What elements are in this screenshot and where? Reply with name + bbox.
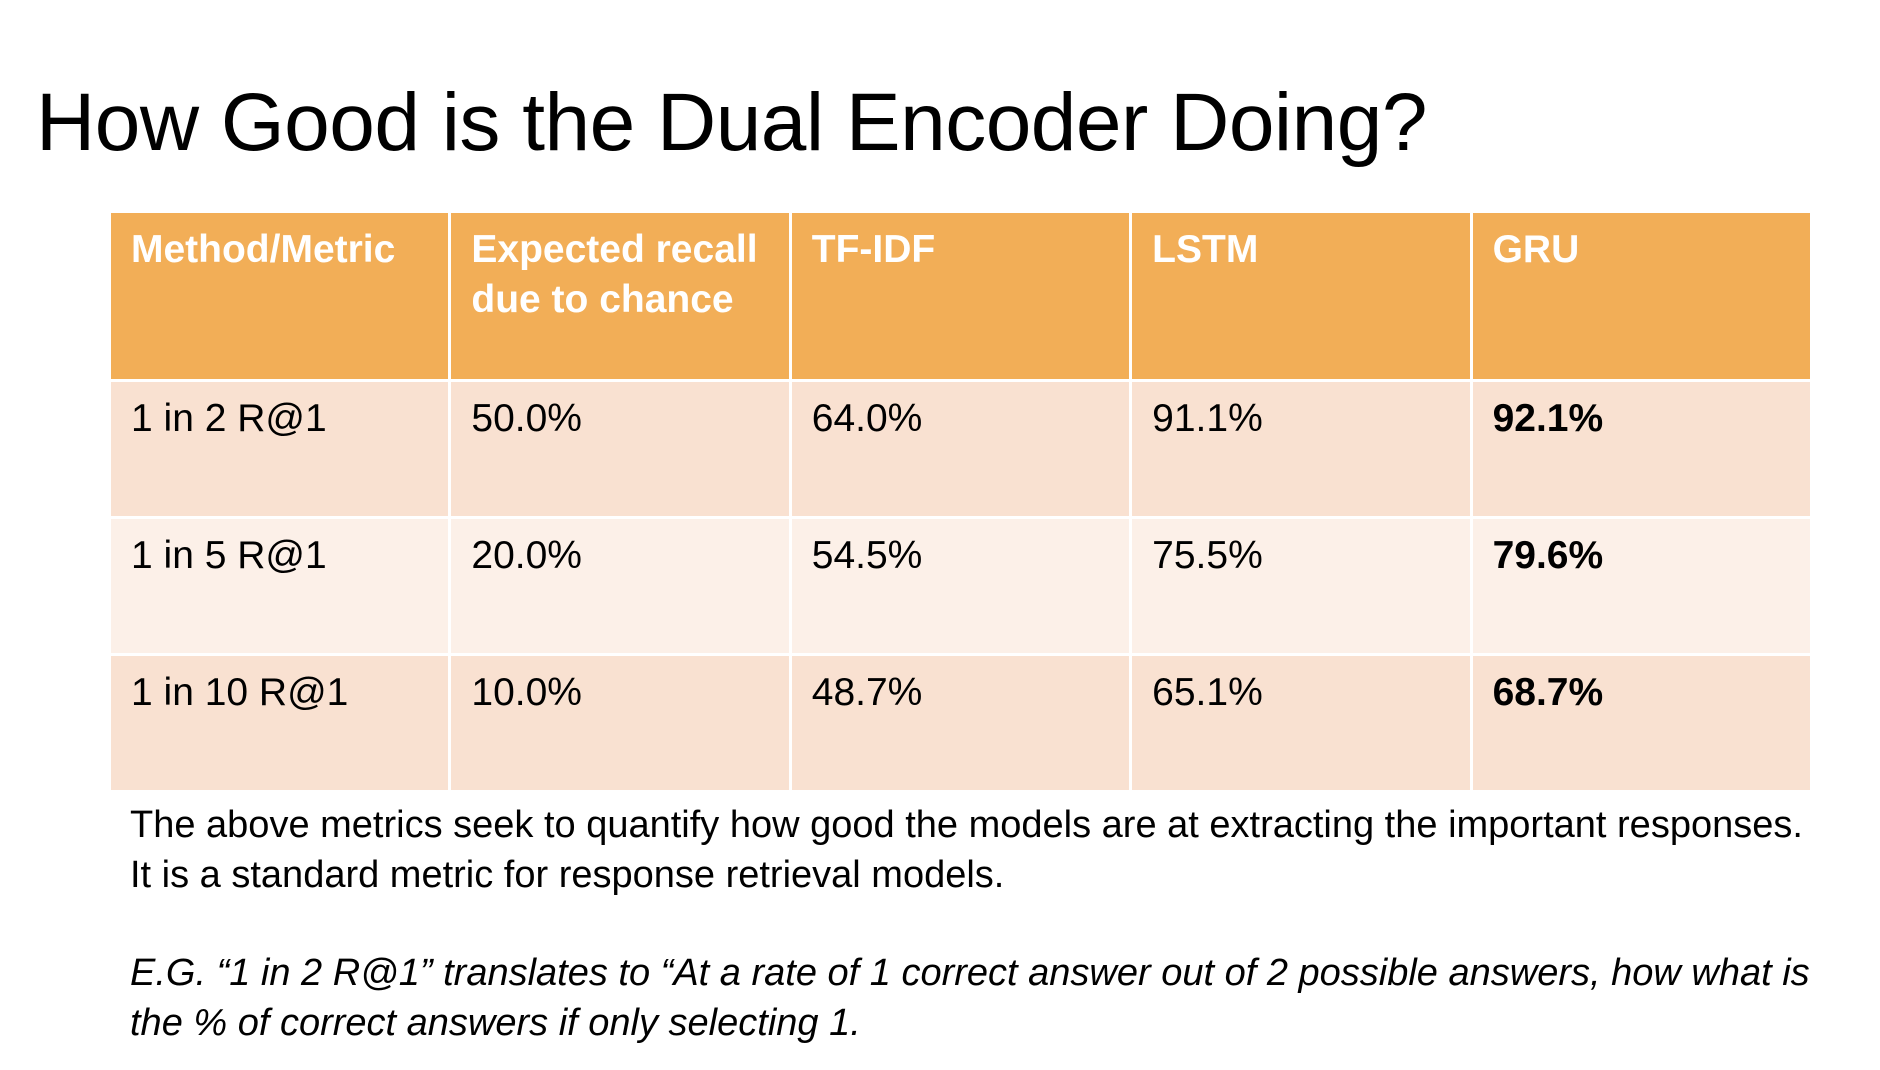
gru-cell: 92.1% [1469,379,1814,519]
metric-cell: 1 in 10 R@1 [107,653,452,793]
example-note: E.G. “1 in 2 R@1” translates to “At a ra… [130,952,1810,1044]
tf-idf-cell: 64.0% [788,379,1133,519]
header-tf-idf: TF-IDF [788,210,1133,382]
header-method-metric: Method/Metric [107,210,452,382]
metric-cell: 1 in 5 R@1 [107,516,452,656]
results-table: Method/Metric Expected recall due to cha… [107,210,1814,793]
metric-cell: 1 in 2 R@1 [107,379,452,519]
table-row: 1 in 2 R@1 50.0% 64.0% 91.1% 92.1% [107,379,1814,519]
header-lstm: LSTM [1129,210,1473,382]
header-gru: GRU [1469,210,1814,382]
lstm-cell: 65.1% [1129,653,1473,793]
lstm-cell: 75.5% [1129,516,1473,656]
table-row: 1 in 5 R@1 20.0% 54.5% 75.5% 79.6% [107,516,1814,656]
header-expected-recall: Expected recall due to chance [448,210,792,382]
gru-cell: 68.7% [1469,653,1814,793]
lstm-cell: 91.1% [1129,379,1473,519]
chance-cell: 50.0% [448,379,792,519]
chance-cell: 10.0% [448,653,792,793]
gru-cell: 79.6% [1469,516,1814,656]
chance-cell: 20.0% [448,516,792,656]
table-row: 1 in 10 R@1 10.0% 48.7% 65.1% 68.7% [107,653,1814,793]
tf-idf-cell: 54.5% [788,516,1133,656]
metrics-note: The above metrics seek to quantify how g… [130,804,1803,896]
tf-idf-cell: 48.7% [788,653,1133,793]
table-header-row: Method/Metric Expected recall due to cha… [107,210,1814,382]
slide-title: How Good is the Dual Encoder Doing? [36,77,1427,168]
